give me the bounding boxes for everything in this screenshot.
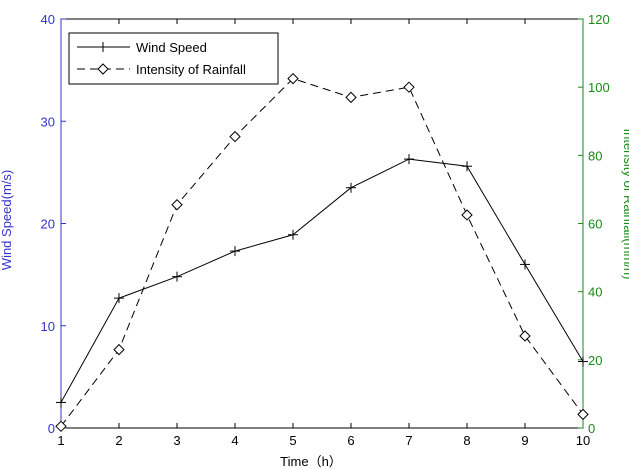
left-y-tick-label: 0 [48, 421, 55, 436]
series-line-intensity-of-rainfall [60, 78, 584, 427]
data-point-intensity-of-rainfall [461, 209, 473, 221]
x-axis-label: Time（h） [280, 454, 342, 469]
legend-marker-intensity-of-rainfall [97, 63, 109, 75]
x-tick-label: 3 [173, 433, 180, 448]
x-tick-label: 1 [57, 433, 64, 448]
left-y-tick-label: 10 [41, 319, 55, 334]
left-y-axis: 0 10 20 30 40 [41, 12, 66, 436]
series-intensity-of-rainfall [55, 72, 589, 433]
data-point-wind-speed [230, 246, 240, 257]
x-tick-label: 7 [405, 433, 412, 448]
data-point-intensity-of-rainfall [403, 81, 415, 93]
data-point-intensity-of-rainfall [519, 330, 531, 342]
legend-marker-wind-speed [98, 42, 108, 52]
series-wind-speed [56, 154, 588, 408]
data-point-intensity-of-rainfall [287, 72, 299, 85]
legend-label-intensity-of-rainfall: Intensity of Rainfall [136, 62, 246, 77]
right-y-tick-label: 40 [588, 285, 602, 300]
legend-swatch-wind-speed [77, 42, 130, 52]
data-point-wind-speed [520, 259, 530, 270]
legend-label-wind-speed: Wind Speed [136, 40, 207, 55]
left-y-axis-label: Wind Speed(m/s) [0, 170, 14, 270]
data-point-wind-speed [288, 229, 298, 240]
legend-swatch-intensity-of-rainfall [77, 63, 130, 75]
right-y-axis-label: Intensity of Rainfall(mm/h) [621, 129, 629, 280]
left-y-tick-label: 40 [41, 12, 55, 27]
legend: Wind Speed Intensity of Rainfall [68, 32, 279, 85]
data-point-intensity-of-rainfall [577, 408, 589, 421]
right-y-tick-label: 60 [588, 217, 602, 232]
data-point-wind-speed [462, 161, 472, 172]
right-y-tick-label: 20 [588, 353, 602, 368]
data-point-intensity-of-rainfall [229, 130, 241, 143]
data-point-intensity-of-rainfall [171, 199, 183, 211]
series-line-wind-speed [60, 158, 584, 403]
left-y-tick-label: 20 [41, 217, 55, 232]
x-tick-label: 8 [463, 433, 470, 448]
x-tick-label: 4 [231, 433, 238, 448]
x-tick-label: 6 [347, 433, 354, 448]
series-group [55, 72, 589, 433]
x-tick-label: 5 [289, 433, 296, 448]
data-point-wind-speed [172, 271, 182, 282]
data-point-intensity-of-rainfall [55, 420, 67, 433]
right-y-axis: 0 20 40 60 80 100 120 [578, 12, 610, 436]
x-tick-label: 9 [521, 433, 528, 448]
x-tick-label: 2 [115, 433, 122, 448]
left-y-tick-label: 30 [41, 114, 55, 129]
right-y-tick-label: 0 [588, 421, 595, 436]
data-point-wind-speed [346, 182, 356, 193]
data-point-intensity-of-rainfall [113, 343, 125, 356]
data-point-wind-speed [578, 356, 588, 367]
x-tick-label: 10 [576, 433, 590, 448]
data-point-wind-speed [56, 397, 66, 408]
right-y-tick-label: 100 [588, 80, 610, 95]
data-point-wind-speed [114, 293, 124, 304]
right-y-tick-label: 80 [588, 148, 602, 163]
data-point-wind-speed [404, 154, 414, 165]
right-y-tick-label: 120 [588, 12, 610, 27]
legend-box [68, 32, 279, 85]
data-point-intensity-of-rainfall [345, 91, 357, 104]
